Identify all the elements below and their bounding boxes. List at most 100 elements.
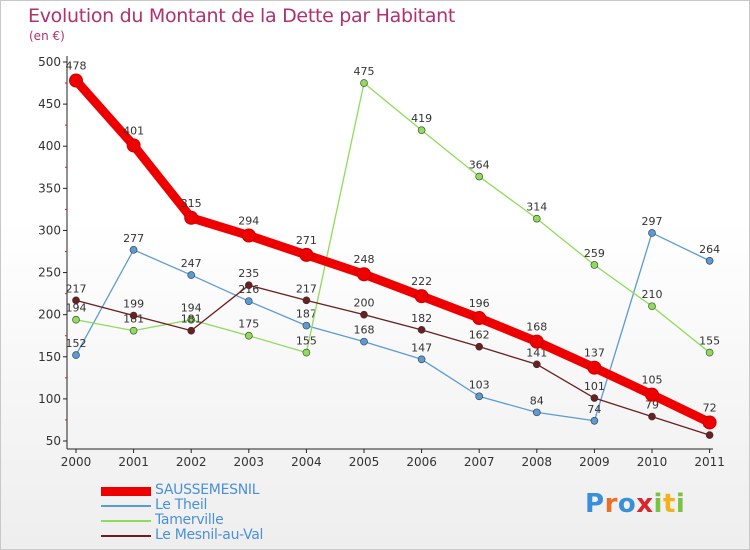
data-point-tamerville bbox=[705, 348, 714, 357]
data-label-le-mesnil-au-val: 199 bbox=[123, 298, 144, 311]
series-line-le-theil bbox=[75, 232, 711, 422]
data-label-le-theil: 247 bbox=[181, 257, 202, 270]
data-point-le-mesnil-au-val bbox=[417, 326, 426, 334]
legend-item: Tamerville bbox=[101, 512, 321, 528]
chart-title: Evolution du Montant de la Dette par Hab… bbox=[28, 5, 456, 27]
data-label-le-theil: 74 bbox=[587, 403, 601, 416]
y-tick-label: 200 bbox=[38, 308, 61, 322]
data-label-le-mesnil-au-val: 217 bbox=[296, 282, 317, 295]
data-point-saussemesnil bbox=[529, 334, 544, 349]
data-point-le-mesnil-au-val bbox=[187, 326, 195, 335]
data-label-tamerville: 259 bbox=[584, 247, 605, 260]
data-label-tamerville: 475 bbox=[354, 65, 375, 78]
data-label-saussemesnil: 478 bbox=[66, 60, 87, 73]
y-tick-label: 150 bbox=[38, 350, 61, 364]
data-point-saussemesnil bbox=[414, 289, 429, 304]
data-point-tamerville bbox=[590, 261, 599, 269]
data-point-saussemesnil bbox=[241, 228, 256, 243]
data-point-saussemesnil bbox=[472, 311, 487, 326]
data-point-le-mesnil-au-val bbox=[129, 311, 138, 320]
legend-swatch bbox=[101, 520, 151, 522]
data-label-saussemesnil: 294 bbox=[238, 214, 259, 227]
data-point-le-theil bbox=[360, 337, 368, 346]
data-label-saussemesnil: 271 bbox=[296, 234, 317, 247]
data-point-saussemesnil bbox=[299, 247, 314, 262]
legend-label: Le Mesnil-au-Val bbox=[155, 527, 264, 543]
data-label-le-mesnil-au-val: 181 bbox=[181, 313, 202, 326]
data-label-saussemesnil: 401 bbox=[123, 124, 144, 137]
data-point-le-mesnil-au-val bbox=[648, 412, 656, 421]
legend-item: Le Theil bbox=[101, 497, 321, 513]
y-tick-label: 100 bbox=[38, 392, 61, 406]
data-point-le-theil bbox=[590, 416, 599, 425]
data-point-le-theil bbox=[187, 271, 195, 279]
data-label-le-theil: 187 bbox=[296, 308, 317, 321]
data-label-saussemesnil: 222 bbox=[411, 275, 432, 288]
y-tick-label: 350 bbox=[38, 181, 61, 195]
data-point-tamerville bbox=[648, 302, 656, 311]
legend-swatch bbox=[101, 535, 151, 537]
data-label-le-mesnil-au-val: 182 bbox=[411, 312, 432, 325]
data-point-tamerville bbox=[532, 214, 541, 223]
data-point-le-theil bbox=[245, 297, 253, 305]
data-label-le-theil: 277 bbox=[123, 232, 144, 245]
data-label-le-mesnil-au-val: 235 bbox=[238, 267, 259, 280]
data-label-le-mesnil-au-val: 162 bbox=[469, 329, 490, 342]
data-point-le-mesnil-au-val bbox=[245, 281, 253, 289]
x-tick-label: 2003 bbox=[234, 455, 265, 469]
data-point-saussemesnil bbox=[126, 138, 141, 153]
data-point-tamerville bbox=[475, 172, 484, 181]
legend-item: SAUSSEMESNIL bbox=[101, 482, 321, 498]
legend-swatch bbox=[101, 505, 151, 507]
data-label-le-mesnil-au-val: 141 bbox=[526, 346, 547, 359]
data-point-le-theil bbox=[705, 256, 714, 265]
data-point-le-theil bbox=[532, 408, 541, 417]
x-tick-label: 2002 bbox=[176, 455, 207, 469]
data-label-saussemesnil: 196 bbox=[469, 297, 490, 310]
x-tick-label: 2000 bbox=[61, 455, 92, 469]
data-label-le-theil: 103 bbox=[469, 378, 490, 391]
x-tick-label: 2008 bbox=[522, 455, 553, 469]
data-label-le-mesnil-au-val: 200 bbox=[354, 297, 375, 310]
data-label-tamerville: 194 bbox=[181, 302, 202, 315]
legend-label: Le Theil bbox=[155, 497, 208, 513]
data-label-tamerville: 194 bbox=[66, 302, 87, 315]
data-point-le-mesnil-au-val bbox=[302, 296, 311, 305]
data-label-tamerville: 155 bbox=[296, 335, 317, 348]
data-label-le-theil: 297 bbox=[642, 215, 663, 228]
data-point-saussemesnil bbox=[645, 387, 659, 402]
data-label-saussemesnil: 105 bbox=[642, 374, 663, 387]
y-tick-label: 400 bbox=[38, 139, 61, 153]
legend-item: Le Mesnil-au-Val bbox=[101, 527, 321, 543]
data-point-le-mesnil-au-val bbox=[72, 296, 80, 305]
data-label-tamerville: 155 bbox=[699, 335, 720, 348]
y-tick-label: 450 bbox=[38, 97, 61, 111]
data-label-le-theil: 147 bbox=[411, 341, 432, 354]
data-label-le-mesnil-au-val: 101 bbox=[584, 380, 605, 393]
data-point-tamerville bbox=[72, 315, 80, 324]
data-point-le-theil bbox=[302, 321, 311, 330]
legend-label: Tamerville bbox=[155, 512, 224, 528]
data-point-le-mesnil-au-val bbox=[360, 310, 368, 319]
data-label-le-theil: 84 bbox=[530, 394, 544, 407]
series-line-le-mesnil-au-val bbox=[75, 284, 711, 436]
y-tick-label: 300 bbox=[38, 223, 61, 237]
data-label-tamerville: 364 bbox=[469, 159, 490, 172]
data-point-saussemesnil bbox=[184, 210, 199, 225]
data-point-le-mesnil-au-val bbox=[532, 360, 541, 369]
data-label-le-theil: 168 bbox=[354, 324, 375, 337]
data-label-tamerville: 419 bbox=[411, 112, 432, 125]
x-tick-label: 2010 bbox=[637, 455, 668, 469]
data-label-saussemesnil: 315 bbox=[181, 197, 202, 210]
data-label-le-mesnil-au-val: 217 bbox=[66, 282, 87, 295]
data-point-saussemesnil bbox=[587, 360, 602, 375]
y-tick-label: 250 bbox=[38, 266, 61, 280]
data-label-saussemesnil: 72 bbox=[703, 401, 717, 414]
x-tick-label: 2006 bbox=[406, 455, 437, 469]
x-tick-label: 2005 bbox=[349, 455, 380, 469]
data-point-le-mesnil-au-val bbox=[475, 342, 484, 351]
legend-label: SAUSSEMESNIL bbox=[155, 482, 260, 498]
x-tick-label: 2007 bbox=[464, 455, 495, 469]
data-point-le-mesnil-au-val bbox=[705, 431, 714, 439]
data-label-saussemesnil: 168 bbox=[526, 321, 547, 334]
